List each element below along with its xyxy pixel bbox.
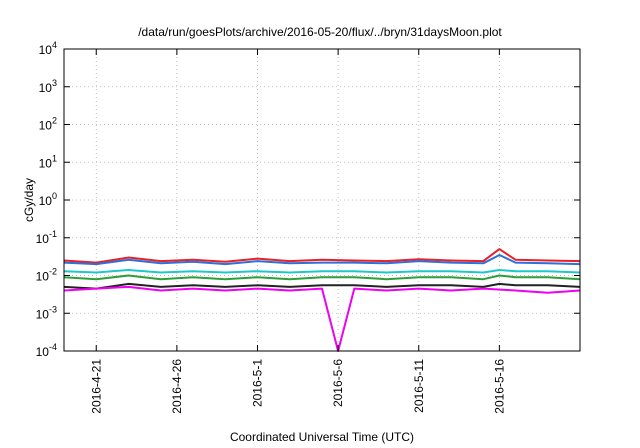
y-tick-label: 104 (39, 40, 57, 57)
y-axis: 10-4 10-3 10-2 10-1 100 101 102 103 104 (36, 40, 580, 359)
y-tick-label: 10-2 (36, 267, 57, 284)
series-line-4 (63, 282, 581, 290)
x-tick-label: 2016-4-21 (89, 359, 103, 414)
x-axis-label: Coordinated Universal Time (UTC) (230, 430, 414, 444)
y-tick-label: 102 (39, 116, 57, 133)
x-tick-label: 2016-5-11 (412, 359, 426, 413)
series-layer (63, 248, 581, 352)
grid (64, 49, 580, 351)
x-tick-label: 2016-4-26 (170, 359, 184, 414)
series-line-5 (63, 285, 581, 352)
series-line-1 (63, 254, 581, 266)
x-axis: 2016-4-21 2016-4-26 2016-5-1 2016-5-6 2016-5… (89, 49, 506, 414)
y-tick-label: 100 (39, 191, 57, 208)
y-tick-label: 103 (39, 78, 57, 95)
y-tick-label: 101 (39, 153, 57, 170)
y-tick-label: 10-4 (36, 342, 57, 359)
x-tick-label: 2016-5-1 (251, 359, 265, 407)
y-tick-label: 10-1 (36, 229, 57, 246)
series-line-2 (63, 269, 581, 274)
plot-frame (63, 48, 581, 352)
x-tick-label: 2016-5-16 (492, 359, 506, 414)
y-axis-label: cGy/day (22, 178, 36, 222)
y-tick-label: 10-3 (36, 304, 57, 321)
series-line-0 (63, 248, 581, 264)
series-line-3 (63, 274, 581, 281)
chart-title: /data/run/goesPlots/archive/2016-05-20/f… (138, 25, 502, 39)
x-tick-label: 2016-5-6 (331, 359, 345, 407)
